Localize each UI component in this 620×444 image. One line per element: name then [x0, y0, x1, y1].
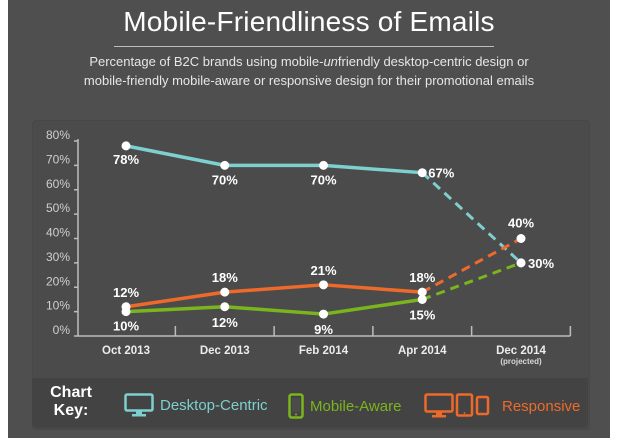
desktop-tablet-phone-icon [424, 393, 490, 418]
y-tick-label: 10% [46, 299, 70, 313]
data-labels: 78% 70% 70% 67% 30% 10% 12% 9% 15% 12% 18% 21% 18% 40… [113, 152, 554, 337]
data-point [417, 287, 427, 297]
desktop-monitor-icon [124, 393, 154, 417]
data-point [417, 168, 427, 178]
chart-subtitle: Percentage of B2C brands using mobile-un… [8, 52, 610, 90]
data-point [417, 294, 427, 304]
data-point [319, 280, 328, 290]
series-line-responsive [124, 283, 424, 309]
data-point [220, 160, 230, 170]
data-point [220, 302, 230, 312]
x-tick-label: Apr 2014 [398, 345, 447, 357]
data-point [319, 160, 328, 170]
x-tick-label: Feb 2014 [299, 345, 349, 357]
data-point [220, 287, 230, 297]
data-label: 67% [428, 166, 454, 181]
title-divider [114, 46, 494, 47]
x-tick-label: Dec 2013 [200, 345, 250, 357]
legend-item-mobile-aware: Mobile-Aware [288, 393, 401, 419]
data-label: 15% [409, 307, 435, 322]
data-label: 9% [314, 322, 333, 337]
subtitle-line2: mobile-friendly mobile-aware or responsi… [83, 73, 535, 88]
data-label: 18% [409, 270, 435, 285]
data-point [319, 309, 328, 319]
y-tick-label: 30% [46, 250, 70, 264]
subtitle-emphasis: un [323, 54, 338, 69]
data-points [121, 141, 526, 319]
data-label: 12% [113, 285, 139, 300]
chart-title: Mobile-Friendliness of Emails [123, 6, 495, 37]
data-label: 30% [528, 256, 554, 271]
data-label: 70% [212, 172, 238, 187]
series-lines [124, 144, 523, 316]
series-projection-mobile-aware [421, 261, 522, 301]
y-tick-label: 0% [53, 323, 71, 337]
data-label: 18% [212, 270, 238, 285]
data-label: 10% [113, 319, 139, 334]
data-point [516, 234, 526, 243]
header: Mobile-Friendliness of Emails Percentage… [8, 0, 610, 438]
series-projection-responsive [421, 237, 522, 294]
subtitle-line1-end: friendly desktop-centric design or [337, 54, 529, 69]
subtitle-line1-start: Percentage of B2C brands using mobile- [89, 54, 324, 69]
legend-item-responsive: Responsive [424, 393, 580, 419]
series-line-mobile-aware [124, 297, 424, 316]
x-tick-label: Dec 2014 [496, 345, 546, 357]
y-tick-label: 80% [46, 128, 70, 142]
x-tick-label: Oct 2013 [102, 345, 150, 357]
legend-title-line1: Chart [50, 384, 92, 401]
legend-label: Responsive [502, 397, 581, 415]
y-tick-label: 60% [46, 177, 70, 191]
legend-item-desktop-centric: Desktop-Centric [124, 393, 268, 417]
data-point [121, 141, 131, 151]
legend-label: Mobile-Aware [310, 397, 402, 415]
legend-title: Chart Key: [36, 384, 106, 420]
series-line-desktop-centric [124, 144, 424, 175]
smartphone-icon [288, 393, 304, 419]
legend-title-line2: Key: [53, 402, 89, 419]
axes: 0% 10% 20% 30% 40% 50% 60% 70% 80% Oct 2013 Dec 20… [46, 128, 572, 366]
legend-label: Desktop-Centric [160, 396, 268, 414]
series-projection-desktop-centric [421, 171, 523, 264]
data-label: 40% [508, 216, 534, 231]
data-label: 78% [113, 152, 139, 167]
y-tick-label: 70% [46, 152, 70, 166]
data-point [121, 302, 131, 312]
data-label: 12% [212, 315, 238, 330]
y-tick-label: 20% [46, 274, 70, 288]
data-label: 70% [310, 172, 336, 187]
data-point [516, 258, 526, 268]
x-tick-note: (projected) [500, 357, 542, 366]
y-tick-label: 40% [46, 226, 70, 240]
data-label: 21% [310, 263, 336, 278]
y-tick-label: 50% [46, 201, 70, 215]
